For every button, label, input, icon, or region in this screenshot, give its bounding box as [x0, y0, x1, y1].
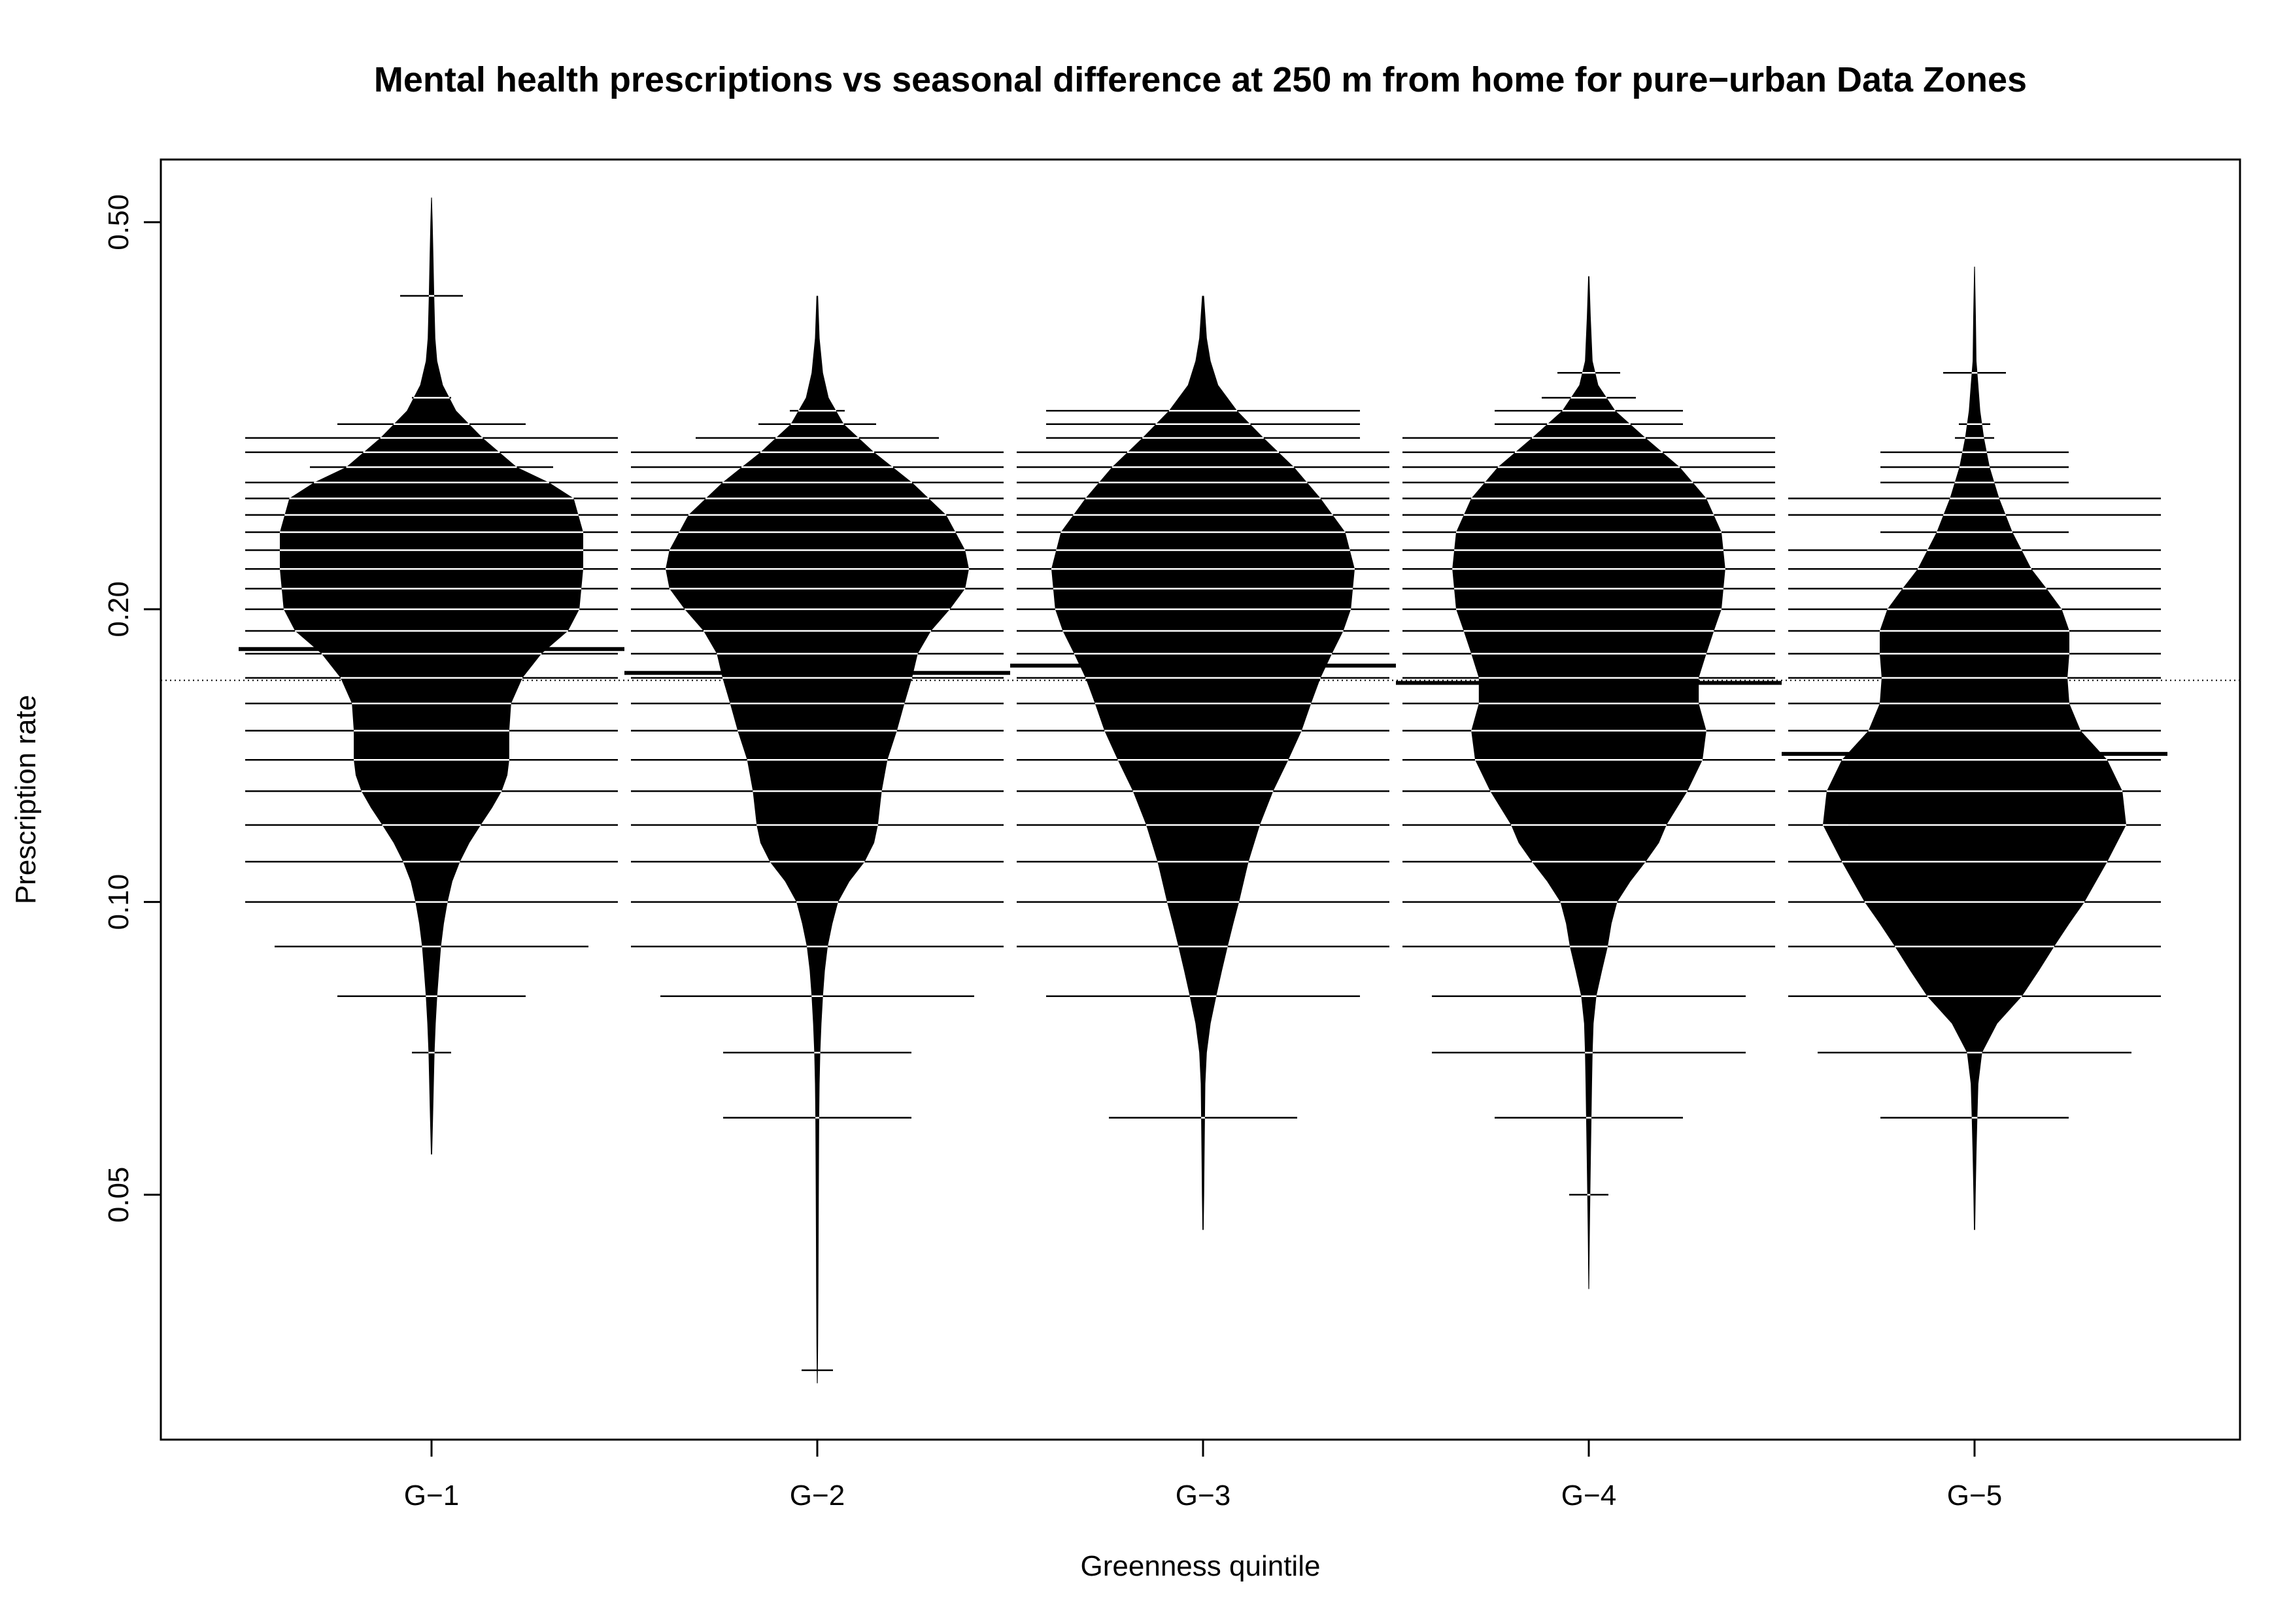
- y-tick-label: 0.50: [103, 194, 135, 250]
- bean-2: G−2: [624, 296, 1010, 1512]
- chart-title: Mental health prescriptions vs seasonal …: [374, 60, 2027, 99]
- bean-shape: [1823, 266, 2126, 1230]
- bean-3: G−3: [1010, 296, 1396, 1512]
- y-tick-label: 0.10: [103, 874, 135, 930]
- bean-shape: [1051, 296, 1355, 1230]
- bean-shape: [280, 197, 583, 1155]
- x-tick-label: G−4: [1561, 1480, 1616, 1512]
- y-tick-label: 0.20: [103, 581, 135, 637]
- x-tick-label: G−5: [1947, 1480, 2002, 1512]
- y-axis-label: Prescription rate: [10, 695, 42, 904]
- bean-shape: [666, 296, 969, 1383]
- x-tick-label: G−3: [1176, 1480, 1230, 1512]
- plot-frame: [160, 158, 2241, 1441]
- bean-5: G−5: [1782, 266, 2167, 1512]
- bean-shape: [1452, 276, 1725, 1289]
- bean-1: G−1: [239, 197, 624, 1512]
- x-axis-label: Greenness quintile: [1081, 1550, 1321, 1582]
- bean-4: G−4: [1396, 276, 1782, 1512]
- plot-area: 0.05 0.10 0.20 0.50 G−1 G−2 G−3 G−4 G−5: [103, 194, 2240, 1512]
- y-tick-label: 0.05: [103, 1167, 135, 1223]
- x-tick-label: G−1: [404, 1480, 459, 1512]
- x-tick-label: G−2: [790, 1480, 845, 1512]
